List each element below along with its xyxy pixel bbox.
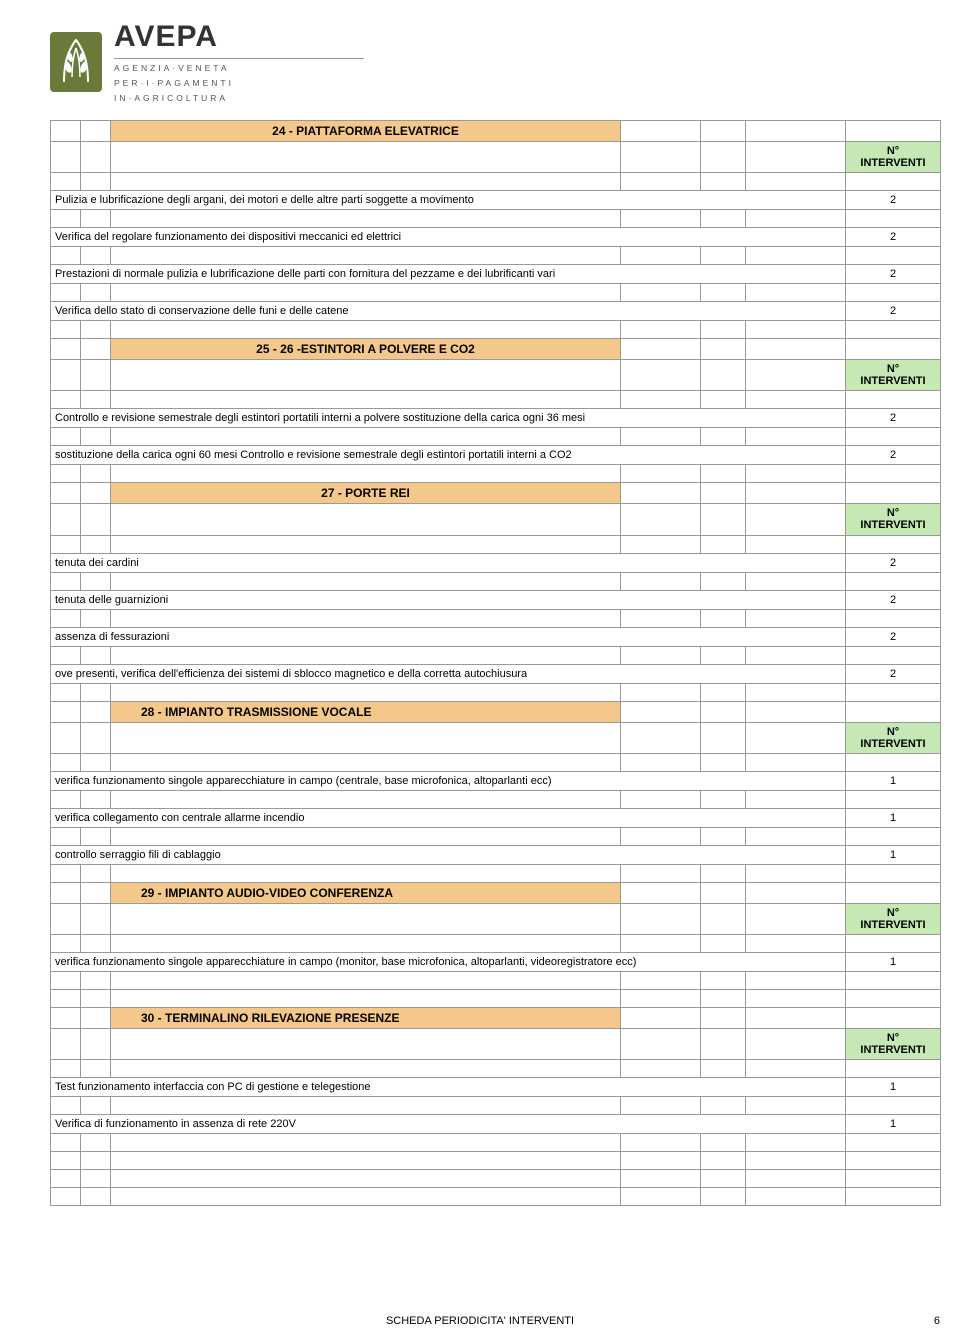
row-value: 2: [846, 590, 941, 609]
interventi-header: N°INTERVENTI: [846, 1028, 941, 1059]
maintenance-table: 24 - PIATTAFORMA ELEVATRICEN°INTERVENTIP…: [50, 120, 941, 1206]
row-text: tenuta dei cardini: [51, 553, 846, 572]
section-header: 27 - PORTE REI: [111, 483, 621, 504]
logo-subtitle-1: AGENZIA·VENETA: [114, 63, 364, 74]
row-text: verifica funzionamento singole apparecch…: [51, 952, 846, 971]
logo-title: AVEPA: [114, 20, 364, 54]
main-table-wrap: 24 - PIATTAFORMA ELEVATRICEN°INTERVENTIP…: [50, 120, 940, 1206]
row-text: Test funzionamento interfaccia con PC di…: [51, 1078, 846, 1097]
section-header: 28 - IMPIANTO TRASMISSIONE VOCALE: [111, 701, 621, 722]
logo-subtitle-3: IN·AGRICOLTURA: [114, 93, 364, 104]
row-value: 1: [846, 952, 941, 971]
section-header: 24 - PIATTAFORMA ELEVATRICE: [111, 121, 621, 142]
row-value: 1: [846, 1078, 941, 1097]
row-text: sostituzione della carica ogni 60 mesi C…: [51, 446, 846, 465]
logo-subtitle-2: PER·I·PAGAMENTI: [114, 78, 364, 89]
row-text: Verifica del regolare funzionamento dei …: [51, 228, 846, 247]
row-value: 2: [846, 228, 941, 247]
logo: AVEPA AGENZIA·VENETA PER·I·PAGAMENTI IN·…: [50, 20, 364, 104]
row-value: 1: [846, 808, 941, 827]
row-text: Verifica dello stato di conservazione de…: [51, 302, 846, 321]
row-text: ove presenti, verifica dell'efficienza d…: [51, 664, 846, 683]
row-value: 1: [846, 1115, 941, 1134]
section-header: 30 - TERMINALINO RILEVAZIONE PRESENZE: [111, 1007, 621, 1028]
row-text: Prestazioni di normale pulizia e lubrifi…: [51, 265, 846, 284]
interventi-header: N°INTERVENTI: [846, 142, 941, 173]
section-header: 29 - IMPIANTO AUDIO-VIDEO CONFERENZA: [111, 882, 621, 903]
interventi-header: N°INTERVENTI: [846, 903, 941, 934]
row-value: 2: [846, 265, 941, 284]
row-text: verifica collegamento con centrale allar…: [51, 808, 846, 827]
avepa-logo-icon: [50, 32, 102, 92]
row-value: 2: [846, 627, 941, 646]
row-value: 2: [846, 191, 941, 210]
interventi-header: N°INTERVENTI: [846, 504, 941, 535]
footer-page-number: 6: [934, 1315, 940, 1327]
row-text: assenza di fessurazioni: [51, 627, 846, 646]
logo-divider: [114, 58, 364, 59]
row-value: 2: [846, 446, 941, 465]
row-value: 2: [846, 553, 941, 572]
section-header: 25 - 26 -ESTINTORI A POLVERE E CO2: [111, 339, 621, 360]
footer-text: SCHEDA PERIODICITA' INTERVENTI: [0, 1315, 960, 1327]
row-text: verifica funzionamento singole apparecch…: [51, 771, 846, 790]
row-text: Pulizia e lubrificazione degli argani, d…: [51, 191, 846, 210]
row-value: 2: [846, 302, 941, 321]
row-text: Controllo e revisione semestrale degli e…: [51, 409, 846, 428]
row-value: 2: [846, 664, 941, 683]
row-value: 1: [846, 771, 941, 790]
interventi-header: N°INTERVENTI: [846, 360, 941, 391]
row-value: 1: [846, 845, 941, 864]
interventi-header: N°INTERVENTI: [846, 722, 941, 753]
row-text: Verifica di funzionamento in assenza di …: [51, 1115, 846, 1134]
row-value: 2: [846, 409, 941, 428]
row-text: controllo serraggio fili di cablaggio: [51, 845, 846, 864]
row-text: tenuta delle guarnizioni: [51, 590, 846, 609]
logo-text-block: AVEPA AGENZIA·VENETA PER·I·PAGAMENTI IN·…: [114, 20, 364, 104]
